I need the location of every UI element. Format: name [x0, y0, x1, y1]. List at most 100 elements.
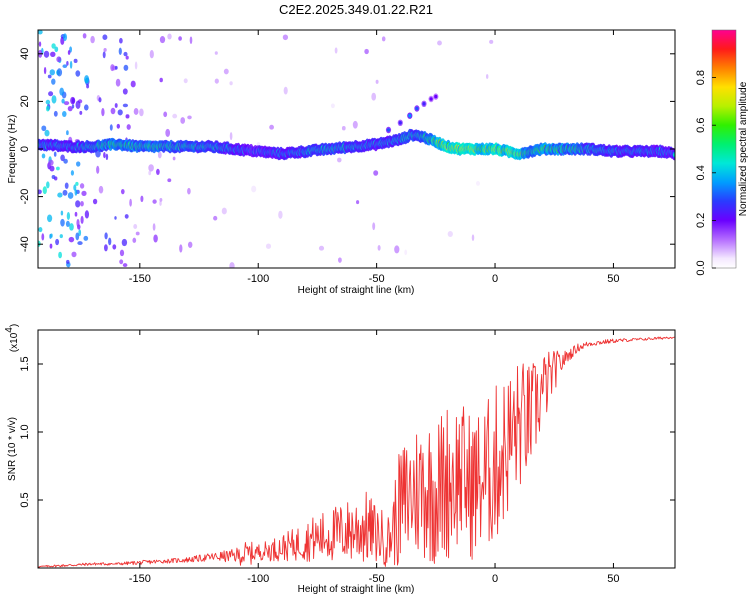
heatmap-cell — [408, 113, 412, 118]
heatmap-cell — [71, 251, 77, 258]
heatmap-cell — [489, 39, 494, 44]
heatmap-cell — [61, 98, 65, 104]
spectrogram-y-tick-label: 0 — [19, 146, 31, 152]
heatmap-cell — [116, 123, 121, 129]
heatmap-cell — [159, 77, 163, 83]
heatmap-cell — [126, 124, 131, 130]
snr-x-axis-label: Height of straight line (km) — [298, 584, 415, 595]
snr-scale-exponent: 4 — [4, 327, 15, 333]
heatmap-cell — [221, 207, 227, 215]
heatmap-cell — [43, 66, 47, 75]
heatmap-cell — [229, 81, 233, 86]
heatmap-cell — [375, 79, 379, 84]
heatmap-cell — [60, 210, 64, 216]
heatmap-cell — [43, 50, 50, 58]
heatmap-cell — [77, 241, 83, 246]
heatmap-cell — [364, 48, 369, 55]
heatmap-cell — [167, 178, 172, 183]
heatmap-cell — [84, 210, 90, 219]
heatmap-cell — [119, 259, 124, 265]
heatmap-cell — [187, 187, 191, 195]
heatmap-cell — [84, 104, 89, 111]
heatmap-cell — [60, 154, 65, 162]
heatmap-cell — [265, 243, 272, 249]
heatmap-cell — [129, 198, 132, 207]
heatmap-cell — [56, 56, 62, 63]
heatmap-cell — [53, 151, 57, 157]
heatmap-cell — [57, 192, 63, 198]
heatmap-cell — [110, 107, 116, 115]
heatmap-cell — [38, 227, 43, 233]
heatmap-cell — [338, 257, 342, 263]
heatmap-cell — [283, 86, 288, 95]
heatmap-cell — [62, 189, 68, 196]
heatmap-cell — [69, 60, 73, 69]
heatmap-cell — [132, 237, 137, 243]
heatmap-cell — [189, 36, 193, 44]
heatmap-cell — [122, 103, 129, 108]
heatmap-cell — [74, 211, 78, 217]
heatmap-cell — [118, 47, 122, 55]
heatmap-cell — [47, 74, 52, 79]
heatmap-cell — [45, 99, 51, 105]
spectrogram-y-tick-label: -20 — [19, 189, 31, 205]
heatmap-cell — [62, 33, 68, 41]
heatmap-cell — [214, 78, 219, 84]
heatmap-cell — [223, 68, 229, 75]
heatmap-cell — [49, 69, 56, 76]
heatmap-cell — [381, 36, 386, 42]
heatmap-cell — [98, 97, 102, 103]
snr-scale-suffix: ) — [9, 324, 20, 327]
heatmap-cell — [167, 33, 172, 40]
heatmap-cell — [49, 243, 53, 249]
spectrogram-x-tick-label: -150 — [129, 273, 151, 285]
snr-x-tick-label: -150 — [129, 573, 151, 585]
heatmap-cell — [78, 229, 82, 237]
snr-x-tick-label: 50 — [607, 573, 619, 585]
heatmap-cell — [372, 222, 376, 231]
heatmap-cell — [76, 161, 81, 167]
heatmap-cell — [159, 198, 163, 202]
heatmap-cell — [102, 34, 108, 40]
heatmap-cell — [69, 223, 74, 231]
heatmap-cell — [41, 125, 47, 132]
heatmap-cell — [68, 236, 75, 243]
heatmap-cell — [66, 130, 69, 136]
snr-x-tick-label: -50 — [369, 573, 385, 585]
heatmap-cell — [80, 200, 84, 207]
heatmap-cell — [59, 87, 65, 96]
heatmap-cell — [47, 214, 53, 223]
heatmap-cell — [59, 234, 63, 239]
spectrogram-x-tick-label: 0 — [492, 273, 498, 285]
heatmap-cell — [67, 50, 71, 55]
heatmap-cell — [153, 234, 158, 243]
heatmap-cell — [356, 200, 360, 205]
heatmap-cell — [60, 218, 65, 227]
heatmap-cell — [148, 164, 154, 172]
figure-title: C2E2.2025.349.01.22.R21 — [279, 2, 433, 17]
spectrogram-panel: -150 -100 -50 0 50 -40 -20 0 20 40 Height of str… — [7, 29, 676, 296]
spectrogram-x-tick-label: 50 — [607, 273, 619, 285]
snr-panel: -150 -100 -50 0 50 0.5 1.0 1.5 Height of strai… — [4, 324, 676, 595]
heatmap-cell — [86, 84, 90, 89]
svg-text:(x104): (x104) — [4, 324, 20, 352]
spectrogram-y-tick-label: 20 — [19, 95, 31, 107]
heatmap-cell — [102, 51, 106, 59]
heatmap-cell — [51, 175, 56, 179]
heatmap-cell — [53, 110, 58, 117]
heatmap-cell — [103, 47, 107, 52]
heatmap-cell — [108, 237, 112, 246]
heatmap-cell — [334, 47, 338, 54]
heatmap-cell — [81, 190, 87, 197]
heatmap-cell — [269, 124, 274, 130]
heatmap-cell — [115, 78, 121, 87]
heatmap-cell — [38, 189, 42, 195]
heatmap-cell — [75, 232, 80, 241]
heatmap-cell — [394, 245, 400, 254]
heatmap-cell — [79, 110, 83, 115]
colorbar-tick-label: 0.2 — [695, 213, 707, 228]
spectrogram-y-tick-label: -40 — [19, 236, 31, 252]
heatmap-cell — [66, 212, 71, 220]
heatmap-cell — [341, 125, 346, 131]
heatmap-cell — [101, 107, 105, 117]
